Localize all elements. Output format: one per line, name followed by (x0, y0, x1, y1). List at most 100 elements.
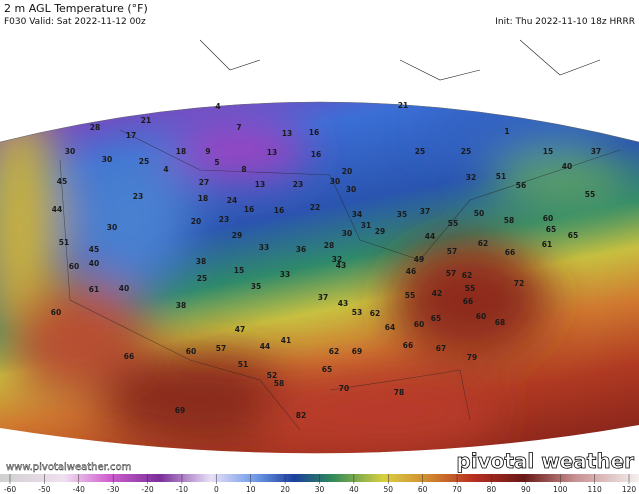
station-temp: 35 (397, 210, 407, 219)
station-temp: 62 (370, 309, 380, 318)
station-temp: 15 (234, 266, 244, 275)
colorbar-tick-label: 50 (384, 485, 394, 494)
station-temp: 4 (163, 165, 168, 174)
station-temp: 20 (342, 167, 352, 176)
station-temp: 78 (394, 388, 404, 397)
station-temp: 65 (568, 231, 578, 240)
station-temp: 62 (462, 271, 472, 280)
colorbar-tick-label: 10 (246, 485, 256, 494)
colorbar-tick-label: 120 (622, 485, 637, 494)
colorbar-tick-label: 40 (349, 485, 359, 494)
colorbar-tick-label: 80 (487, 485, 497, 494)
title: 2 m AGL Temperature (°F) (4, 2, 148, 15)
station-temp: 51 (496, 172, 506, 181)
station-temp: 37 (420, 207, 430, 216)
station-temp: 5 (214, 158, 219, 167)
colorbar-ticks: -60 -50 -40 -30 -20 -10 0 10 20 30 40 50 60 70 80 90 100… (4, 474, 637, 494)
colorbar-tick-label: -20 (141, 485, 153, 494)
station-temp: 36 (296, 245, 306, 254)
station-temp: 30 (346, 185, 356, 194)
station-temp: 29 (375, 227, 385, 236)
station-temp: 44 (52, 205, 62, 214)
station-temp: 15 (543, 147, 553, 156)
colorbar-tick-label: 0 (214, 485, 219, 494)
station-temp: 41 (281, 336, 291, 345)
station-temp: 60 (51, 308, 61, 317)
station-temp: 57 (446, 269, 456, 278)
station-temp: 40 (89, 259, 99, 268)
station-temp: 66 (463, 297, 473, 306)
station-temp: 27 (199, 178, 209, 187)
station-temp: 56 (516, 181, 526, 190)
station-temp: 30 (330, 177, 340, 186)
station-temp: 9 (205, 147, 210, 156)
colorbar-tick-label: 100 (553, 485, 568, 494)
station-temp: 57 (216, 344, 226, 353)
station-temp: 16 (309, 128, 319, 137)
station-temp: 57 (447, 247, 457, 256)
station-temp: 65 (322, 365, 332, 374)
station-temp: 35 (251, 282, 261, 291)
station-temp: 66 (505, 248, 515, 257)
station-temp: 64 (385, 323, 395, 332)
station-temp: 22 (310, 203, 320, 212)
valid-time: F030 Valid: Sat 2022-11-12 00z (4, 17, 146, 27)
station-temp: 50 (474, 209, 484, 218)
station-temp: 70 (339, 384, 349, 393)
station-temp: 38 (196, 257, 206, 266)
station-temp: 60 (476, 312, 486, 321)
station-temp: 52 (267, 371, 277, 380)
station-temp: 47 (235, 325, 245, 334)
station-temp: 21 (398, 101, 408, 110)
station-temp: 55 (405, 291, 415, 300)
station-temp: 28 (90, 123, 100, 132)
station-temp: 33 (280, 270, 290, 279)
station-temp: 13 (282, 129, 292, 138)
station-temp: 25 (197, 274, 207, 283)
station-temp: 16 (244, 205, 254, 214)
station-temp: 20 (191, 217, 201, 226)
station-temp: 18 (198, 194, 208, 203)
station-temp: 51 (59, 238, 69, 247)
station-temp: 55 (448, 219, 458, 228)
station-temp: 60 (543, 214, 553, 223)
colorbar-tick-label: -30 (107, 485, 119, 494)
colorbar-tick-label: 90 (521, 485, 531, 494)
station-temp: 60 (69, 262, 79, 271)
station-temp: 65 (431, 314, 441, 323)
station-temp: 23 (219, 215, 229, 224)
colorbar-tick-label: -50 (38, 485, 50, 494)
colorbar-tick-label: -10 (176, 485, 188, 494)
station-temp: 23 (293, 180, 303, 189)
station-temp: 32 (332, 255, 342, 264)
station-temp: 40 (119, 284, 129, 293)
station-temp: 33 (259, 243, 269, 252)
station-temp: 30 (107, 223, 117, 232)
station-temp: 66 (124, 352, 134, 361)
station-temp: 37 (591, 147, 601, 156)
station-temp: 23 (133, 192, 143, 201)
temperature-field (0, 102, 639, 454)
station-temp: 13 (267, 148, 277, 157)
station-temp: 7 (236, 123, 241, 132)
station-temp: 21 (141, 116, 151, 125)
station-temp: 32 (466, 173, 476, 182)
station-temp: 53 (352, 308, 362, 317)
station-temp: 46 (406, 267, 416, 276)
station-temp: 58 (274, 379, 284, 388)
station-temp: 40 (562, 162, 572, 171)
station-temp: 16 (274, 206, 284, 215)
station-temp: 67 (436, 344, 446, 353)
station-temp: 61 (542, 240, 552, 249)
station-temp: 58 (504, 216, 514, 225)
station-temp: 13 (255, 180, 265, 189)
brand: pivotal weather (456, 449, 634, 473)
station-temp: 34 (352, 210, 362, 219)
site-url: www.pivotalweather.com (6, 462, 131, 473)
station-temp: 30 (342, 229, 352, 238)
station-temp: 25 (461, 147, 471, 156)
station-temp: 1 (504, 127, 509, 136)
station-temp: 24 (227, 196, 237, 205)
station-temp: 68 (495, 318, 505, 327)
